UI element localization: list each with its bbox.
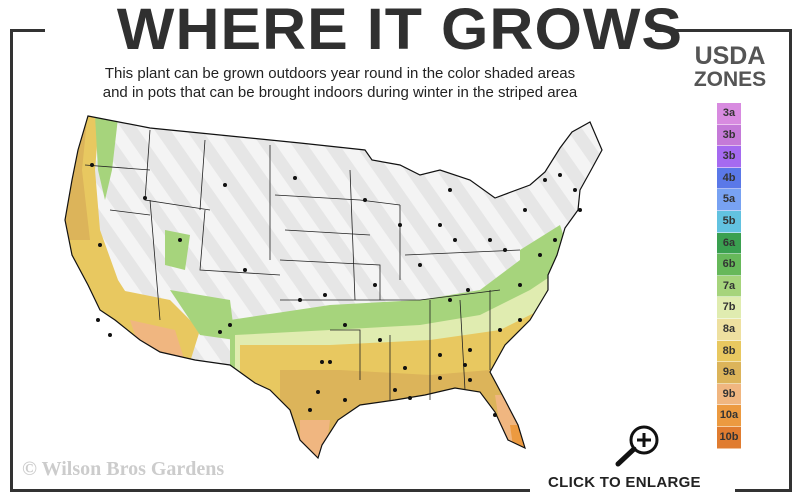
city-dot	[343, 398, 347, 402]
legend-title: USDA ZONES	[680, 44, 780, 92]
city-dot	[438, 223, 442, 227]
city-dot	[308, 408, 312, 412]
city-dot	[98, 243, 102, 247]
zoom-in-magnifier-icon	[615, 425, 659, 467]
city-dot	[393, 388, 397, 392]
city-dot	[538, 253, 542, 257]
legend-title-usda: USDA	[694, 42, 766, 70]
legend-zone-3b: 3b	[717, 146, 741, 168]
city-dot	[108, 333, 112, 337]
legend-zone-6a: 6a	[717, 232, 741, 255]
legend-zone-6b: 6b	[717, 254, 741, 276]
frame-bottom-right	[735, 489, 792, 492]
city-dot	[323, 293, 327, 297]
city-dot	[438, 376, 442, 380]
city-dot	[468, 378, 472, 382]
legend-zone-8b: 8b	[717, 340, 741, 363]
legend-zone-3b: 3b	[717, 124, 741, 147]
legend-zone-5a: 5a	[717, 189, 741, 211]
city-dot	[523, 208, 527, 212]
legend-zone-10b: 10b	[717, 426, 741, 449]
city-dot	[398, 223, 402, 227]
city-dot	[403, 366, 407, 370]
frame-bottom-left	[10, 489, 530, 492]
click-to-enlarge-label: CLICK TO ENLARGE	[548, 474, 701, 491]
city-dot	[343, 323, 347, 327]
city-dot	[228, 323, 232, 327]
city-dot	[553, 238, 557, 242]
subtitle-line-2: and in pots that can be brought indoors …	[102, 84, 578, 101]
city-dot	[573, 188, 577, 192]
legend-zone-5b: 5b	[717, 210, 741, 233]
city-dot	[408, 396, 412, 400]
city-markers	[90, 163, 582, 417]
city-dot	[223, 183, 227, 187]
city-dot	[328, 360, 332, 364]
frame-top-right	[655, 29, 792, 32]
city-dot	[378, 338, 382, 342]
click-to-enlarge-button[interactable]: CLICK TO ENLARGE	[530, 420, 740, 495]
city-dot	[298, 298, 302, 302]
city-dot	[558, 173, 562, 177]
city-dot	[243, 268, 247, 272]
city-dot	[293, 176, 297, 180]
city-dot	[448, 298, 452, 302]
city-dot	[373, 283, 377, 287]
city-dot	[178, 238, 182, 242]
legend-zone-8a: 8a	[717, 318, 741, 341]
subtitle-line-1: This plant can be grown outdoors year ro…	[104, 65, 576, 82]
city-dot	[578, 208, 582, 212]
us-hardiness-map[interactable]	[40, 100, 620, 460]
frame-left	[10, 29, 13, 492]
map-fill	[65, 116, 602, 458]
city-dot	[448, 188, 452, 192]
city-dot	[468, 348, 472, 352]
city-dot	[90, 163, 94, 167]
city-dot	[463, 363, 467, 367]
state-borders	[84, 129, 521, 400]
city-dot	[316, 390, 320, 394]
legend-zone-9b: 9b	[717, 383, 741, 406]
legend-zone-9a: 9a	[717, 362, 741, 384]
city-dot	[498, 328, 502, 332]
frame-right	[789, 29, 792, 492]
city-dot	[503, 248, 507, 252]
city-dot	[493, 413, 497, 417]
city-dot	[488, 238, 492, 242]
copyright-watermark: © Wilson Bros Gardens	[22, 458, 225, 480]
city-dot	[363, 198, 367, 202]
city-dot	[543, 178, 547, 182]
city-dot	[96, 318, 100, 322]
page-title: WHERE IT GROWS	[116, 0, 684, 62]
legend-zone-4b: 4b	[717, 167, 741, 190]
legend-zone-10a: 10a	[717, 405, 741, 427]
legend-zone-7a: 7a	[717, 275, 741, 298]
legend-zone-7b: 7b	[717, 297, 741, 319]
city-dot	[418, 263, 422, 267]
city-dot	[320, 360, 324, 364]
city-dot	[143, 196, 147, 200]
frame-top-left	[10, 29, 45, 32]
city-dot	[518, 318, 522, 322]
legend-zone-3a: 3a	[717, 103, 741, 125]
usda-zone-legend: 3a 3b 3b 4b 5a 5b 6a 6b 7a 7b 8a 8b 9a 9b 10a 10b	[717, 103, 741, 449]
city-dot	[453, 238, 457, 242]
city-dot	[466, 288, 470, 292]
city-dot	[218, 330, 222, 334]
legend-title-zones: ZONES	[693, 68, 767, 91]
city-dot	[438, 353, 442, 357]
city-dot	[518, 283, 522, 287]
